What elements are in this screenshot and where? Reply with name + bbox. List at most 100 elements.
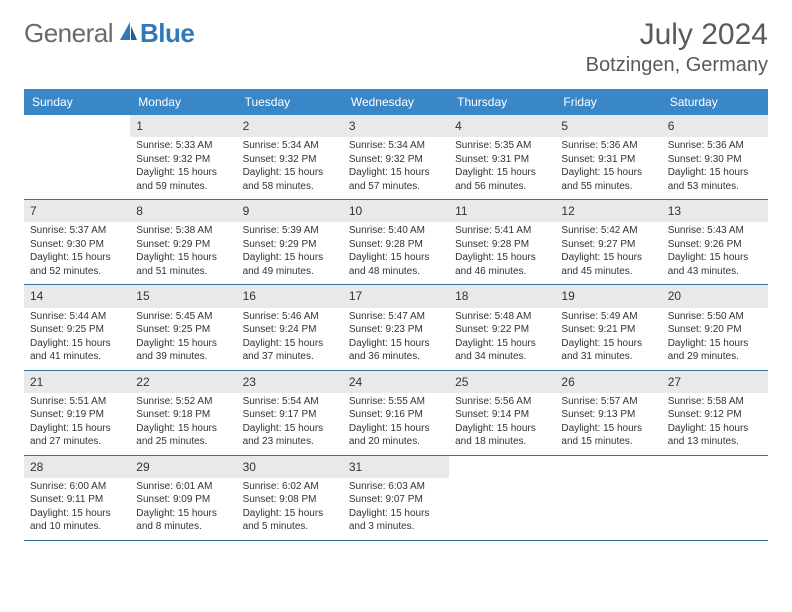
calendar-day: 12Sunrise: 5:42 AMSunset: 9:27 PMDayligh…	[555, 200, 661, 284]
daylight-line: and 10 minutes.	[30, 520, 124, 534]
day-details: Sunrise: 5:46 AMSunset: 9:24 PMDaylight:…	[237, 310, 343, 364]
day-number: 17	[343, 285, 449, 307]
day-details: Sunrise: 5:47 AMSunset: 9:23 PMDaylight:…	[343, 310, 449, 364]
sunrise-line: Sunrise: 5:42 AM	[561, 224, 655, 238]
daylight-line: and 15 minutes.	[561, 435, 655, 449]
calendar-day: 9Sunrise: 5:39 AMSunset: 9:29 PMDaylight…	[237, 200, 343, 284]
daylight-line: Daylight: 15 hours	[455, 337, 549, 351]
daylight-line: Daylight: 15 hours	[136, 337, 230, 351]
sunset-line: Sunset: 9:09 PM	[136, 493, 230, 507]
day-details: Sunrise: 5:33 AMSunset: 9:32 PMDaylight:…	[130, 139, 236, 193]
month-year: July 2024	[586, 18, 768, 52]
daylight-line: Daylight: 15 hours	[136, 166, 230, 180]
day-details: Sunrise: 5:44 AMSunset: 9:25 PMDaylight:…	[24, 310, 130, 364]
daylight-line: Daylight: 15 hours	[455, 166, 549, 180]
calendar-day: 8 Sunrise: 5:38 AMSunset: 9:29 PMDaylight…	[130, 200, 236, 284]
day-number: 10	[343, 200, 449, 222]
sunset-line: Sunset: 9:17 PM	[243, 408, 337, 422]
calendar-week: 28Sunrise: 6:00 AMSunset: 9:11 PMDayligh…	[24, 456, 768, 541]
daylight-line: and 52 minutes.	[30, 265, 124, 279]
sunrise-line: Sunrise: 5:54 AM	[243, 395, 337, 409]
daylight-line: and 48 minutes.	[349, 265, 443, 279]
header-bar: General Blue July 2024 Botzingen, German…	[0, 0, 792, 85]
day-details: Sunrise: 5:37 AMSunset: 9:30 PMDaylight:…	[24, 224, 130, 278]
daylight-line: Daylight: 15 hours	[561, 166, 655, 180]
daylight-line: and 49 minutes.	[243, 265, 337, 279]
daylight-line: Daylight: 15 hours	[349, 337, 443, 351]
daylight-line: Daylight: 15 hours	[349, 166, 443, 180]
sunrise-line: Sunrise: 5:41 AM	[455, 224, 549, 238]
daylight-line: and 18 minutes.	[455, 435, 549, 449]
sunrise-line: Sunrise: 5:40 AM	[349, 224, 443, 238]
sunset-line: Sunset: 9:32 PM	[136, 153, 230, 167]
day-details: Sunrise: 5:55 AMSunset: 9:16 PMDaylight:…	[343, 395, 449, 449]
daylight-line: Daylight: 15 hours	[561, 422, 655, 436]
sunset-line: Sunset: 9:32 PM	[349, 153, 443, 167]
daylight-line: and 41 minutes.	[30, 350, 124, 364]
daylight-line: Daylight: 15 hours	[349, 422, 443, 436]
sunrise-line: Sunrise: 6:01 AM	[136, 480, 230, 494]
day-details: Sunrise: 5:45 AMSunset: 9:25 PMDaylight:…	[130, 310, 236, 364]
sunrise-line: Sunrise: 5:48 AM	[455, 310, 549, 324]
weekday-tuesday: Tuesday	[237, 89, 343, 115]
sunrise-line: Sunrise: 5:38 AM	[136, 224, 230, 238]
day-details: Sunrise: 6:01 AMSunset: 9:09 PMDaylight:…	[130, 480, 236, 534]
daylight-line: Daylight: 15 hours	[455, 251, 549, 265]
day-details: Sunrise: 6:03 AMSunset: 9:07 PMDaylight:…	[343, 480, 449, 534]
calendar-day: 28Sunrise: 6:00 AMSunset: 9:11 PMDayligh…	[24, 456, 130, 540]
calendar-body: 1Sunrise: 5:33 AMSunset: 9:32 PMDaylight…	[24, 115, 768, 541]
sunrise-line: Sunrise: 5:36 AM	[561, 139, 655, 153]
sunrise-line: Sunrise: 5:35 AM	[455, 139, 549, 153]
daylight-line: and 55 minutes.	[561, 180, 655, 194]
calendar-day: 14 Sunrise: 5:44 AMSunset: 9:25 PMDayligh…	[24, 285, 130, 369]
day-number: 25	[449, 371, 555, 393]
sunset-line: Sunset: 9:27 PM	[561, 238, 655, 252]
sunset-line: Sunset: 9:31 PM	[561, 153, 655, 167]
sunrise-line: Sunrise: 6:03 AM	[349, 480, 443, 494]
daylight-line: Daylight: 15 hours	[136, 422, 230, 436]
calendar-day: 18Sunrise: 5:48 AMSunset: 9:22 PMDayligh…	[449, 285, 555, 369]
daylight-line: and 8 minutes.	[136, 520, 230, 534]
daylight-line: Daylight: 15 hours	[668, 422, 762, 436]
sunrise-line: Sunrise: 5:49 AM	[561, 310, 655, 324]
daylight-line: and 34 minutes.	[455, 350, 549, 364]
sunrise-line: Sunrise: 5:34 AM	[349, 139, 443, 153]
sunset-line: Sunset: 9:30 PM	[30, 238, 124, 252]
sunrise-line: Sunrise: 5:55 AM	[349, 395, 443, 409]
sunrise-line: Sunrise: 5:43 AM	[668, 224, 762, 238]
calendar-day	[449, 456, 555, 540]
daylight-line: Daylight: 15 hours	[455, 422, 549, 436]
calendar-day: 19Sunrise: 5:49 AMSunset: 9:21 PMDayligh…	[555, 285, 661, 369]
daylight-line: Daylight: 15 hours	[30, 251, 124, 265]
day-number: 22	[130, 371, 236, 393]
sunrise-line: Sunrise: 5:36 AM	[668, 139, 762, 153]
daylight-line: and 46 minutes.	[455, 265, 549, 279]
day-number: 24	[343, 371, 449, 393]
daylight-line: Daylight: 15 hours	[136, 251, 230, 265]
day-number: 30	[237, 456, 343, 478]
daylight-line: and 51 minutes.	[136, 265, 230, 279]
calendar-day: 11Sunrise: 5:41 AMSunset: 9:28 PMDayligh…	[449, 200, 555, 284]
daylight-line: and 53 minutes.	[668, 180, 762, 194]
calendar-week: 7Sunrise: 5:37 AMSunset: 9:30 PMDaylight…	[24, 200, 768, 285]
day-details: Sunrise: 5:34 AMSunset: 9:32 PMDaylight:…	[343, 139, 449, 193]
day-number: 8	[130, 200, 236, 222]
day-number: 27	[662, 371, 768, 393]
calendar-day: 23Sunrise: 5:54 AMSunset: 9:17 PMDayligh…	[237, 371, 343, 455]
sunset-line: Sunset: 9:21 PM	[561, 323, 655, 337]
calendar-day	[662, 456, 768, 540]
sunrise-line: Sunrise: 5:39 AM	[243, 224, 337, 238]
sunset-line: Sunset: 9:31 PM	[455, 153, 549, 167]
sunset-line: Sunset: 9:29 PM	[136, 238, 230, 252]
day-number: 5	[555, 115, 661, 137]
sunrise-line: Sunrise: 5:33 AM	[136, 139, 230, 153]
calendar-day: 5 Sunrise: 5:36 AMSunset: 9:31 PMDaylight…	[555, 115, 661, 199]
day-number: 31	[343, 456, 449, 478]
day-details: Sunrise: 5:49 AMSunset: 9:21 PMDaylight:…	[555, 310, 661, 364]
day-number: 4	[449, 115, 555, 137]
calendar-day	[24, 115, 130, 199]
day-number: 14	[24, 285, 130, 307]
daylight-line: Daylight: 15 hours	[243, 422, 337, 436]
day-number: 12	[555, 200, 661, 222]
sunset-line: Sunset: 9:26 PM	[668, 238, 762, 252]
